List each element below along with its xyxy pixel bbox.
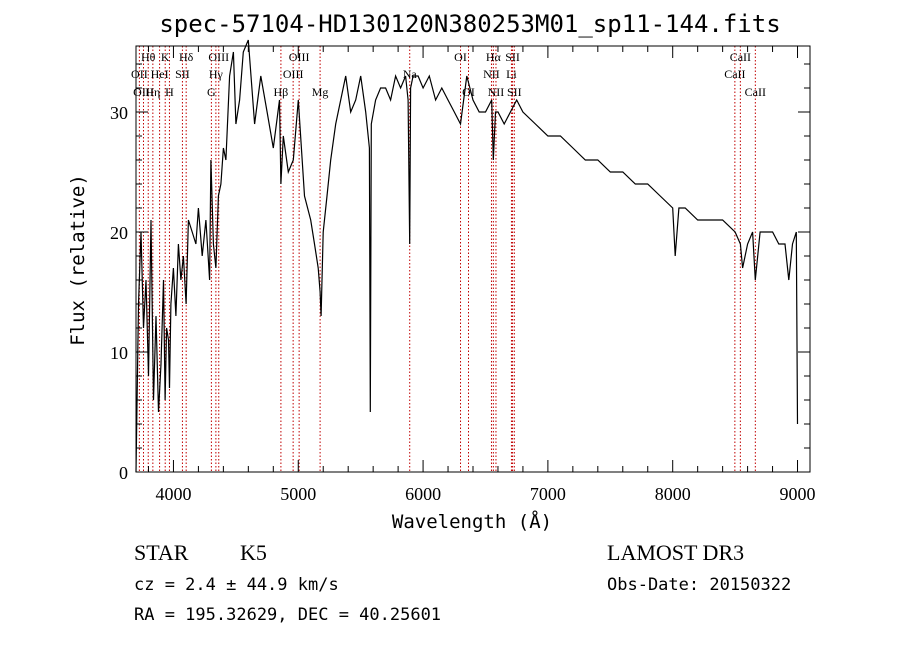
spectral-line-label: Hη [145, 85, 160, 99]
spectral-line-label: OIII [208, 50, 229, 64]
spectral-line-label: Hγ [209, 67, 224, 81]
spectral-line-label: OIII [289, 50, 310, 64]
x-tick-label: 4000 [155, 484, 191, 504]
y-tick-label: 10 [110, 343, 128, 363]
observation-date: Obs-Date: 20150322 [607, 575, 791, 595]
spectral-line-label: SII [505, 50, 520, 64]
spectral-line-label: Na [403, 67, 418, 81]
spectral-line-label: OI [454, 50, 467, 64]
x-tick-label: 5000 [280, 484, 316, 504]
spectral-line-label: SII [507, 85, 522, 99]
spectral-line-label: OIII [283, 67, 304, 81]
spectral-line-label: Hθ [141, 50, 156, 64]
y-tick-label: 0 [119, 463, 128, 483]
x-tick-label: 8000 [655, 484, 691, 504]
x-axis-label: Wavelength (Å) [392, 510, 552, 533]
spectral-line-label: Hβ [274, 85, 289, 99]
spectral-line-label: NII [483, 67, 500, 81]
spectral-line-label: G [207, 85, 216, 99]
object-subclass: K5 [240, 540, 267, 565]
spectral-line-label: Mg [312, 85, 329, 99]
spectral-line-label: K [161, 50, 170, 64]
x-tick-label: 9000 [780, 484, 816, 504]
coordinates: RA = 195.32629, DEC = 40.25601 [134, 605, 441, 625]
survey-name: LAMOST DR3 [607, 540, 744, 565]
y-tick-label: 30 [110, 103, 128, 123]
spectral-line-label: SII [175, 67, 190, 81]
x-tick-label: 7000 [530, 484, 566, 504]
spectral-line-label: OII [131, 67, 148, 81]
spectral-line-label: CaII [724, 67, 745, 81]
object-class: STAR [134, 540, 189, 565]
spectrum-series-line [135, 39, 799, 473]
x-tick-label: 6000 [405, 484, 441, 504]
spectral-line-label: CaII [730, 50, 751, 64]
spectral-line-label: H [165, 85, 174, 99]
redshift-velocity: cz = 2.4 ± 44.9 km/s [134, 575, 339, 595]
spectral-line-label: Hα [486, 50, 502, 64]
spectral-line-label: Hδ [179, 50, 194, 64]
y-axis-label: Flux (relative) [67, 174, 89, 346]
chart-title: spec-57104-HD130120N380253M01_sp11-144.f… [159, 10, 780, 38]
spectral-line-label: HeI [151, 67, 169, 81]
y-tick-label: 20 [110, 223, 128, 243]
spectral-line-label: CaII [745, 85, 766, 99]
spectral-line-label: Li [506, 67, 517, 81]
spectral-line-label: NII [488, 85, 505, 99]
axis-ticks: 4000 5000 6000 7000 8000 9000 0 10 20 30 [110, 46, 816, 504]
